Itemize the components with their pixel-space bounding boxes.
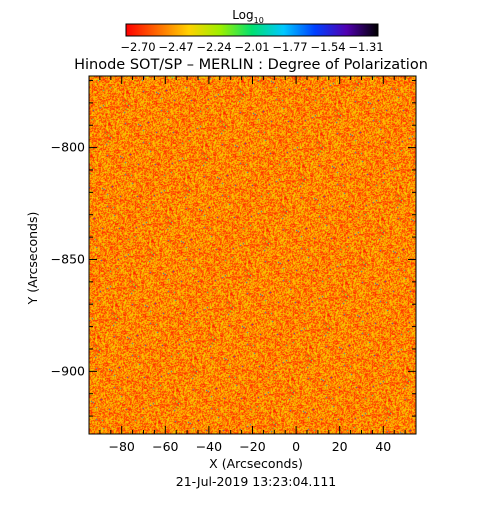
colorbar-tick-label: −2.70 [120, 40, 155, 54]
x-tick-label: 40 [375, 439, 391, 454]
x-tick-label: −40 [196, 439, 222, 454]
colorbar-tick-label: −2.24 [196, 40, 231, 54]
y-axis-label: Y (Arcseconds) [25, 212, 40, 306]
y-tick-label: −900 [51, 363, 85, 378]
axes: −80 −60 −40 −20 0 20 40 −800 −850 −900 [51, 76, 417, 454]
x-tick-label: −60 [152, 439, 178, 454]
x-tick-label: −80 [109, 439, 135, 454]
y-tick-label: −800 [51, 140, 85, 155]
colorbar-label: Log10 [232, 8, 264, 25]
colorbar-label-base: Log [232, 8, 253, 22]
colorbar-label-subscript: 10 [254, 16, 264, 25]
x-axis-label: X (Arcseconds) [209, 456, 303, 471]
y-tick-label: −850 [51, 251, 85, 266]
x-tick-label: 0 [292, 439, 300, 454]
colorbar-tick-label: −2.01 [234, 40, 269, 54]
x-tick-label: −20 [239, 439, 265, 454]
x-tick-label: 20 [332, 439, 348, 454]
colorbar-tick-label: −1.54 [310, 40, 345, 54]
heatmap-canvas [89, 76, 416, 434]
colorbar-tick-label: −2.47 [158, 40, 193, 54]
timestamp: 21-Jul-2019 13:23:04.111 [176, 474, 336, 489]
colorbar [125, 23, 379, 37]
colorbar-ticks: −2.70 −2.47 −2.24 −2.01 −1.77 −1.54 −1.31 [120, 40, 383, 54]
colorbar-tick-label: −1.77 [272, 40, 307, 54]
chart-title: Hinode SOT/SP – MERLIN : Degree of Polar… [74, 57, 428, 73]
heatmap-canvas-holder [89, 76, 416, 434]
colorbar-tick-label: −1.31 [348, 40, 383, 54]
